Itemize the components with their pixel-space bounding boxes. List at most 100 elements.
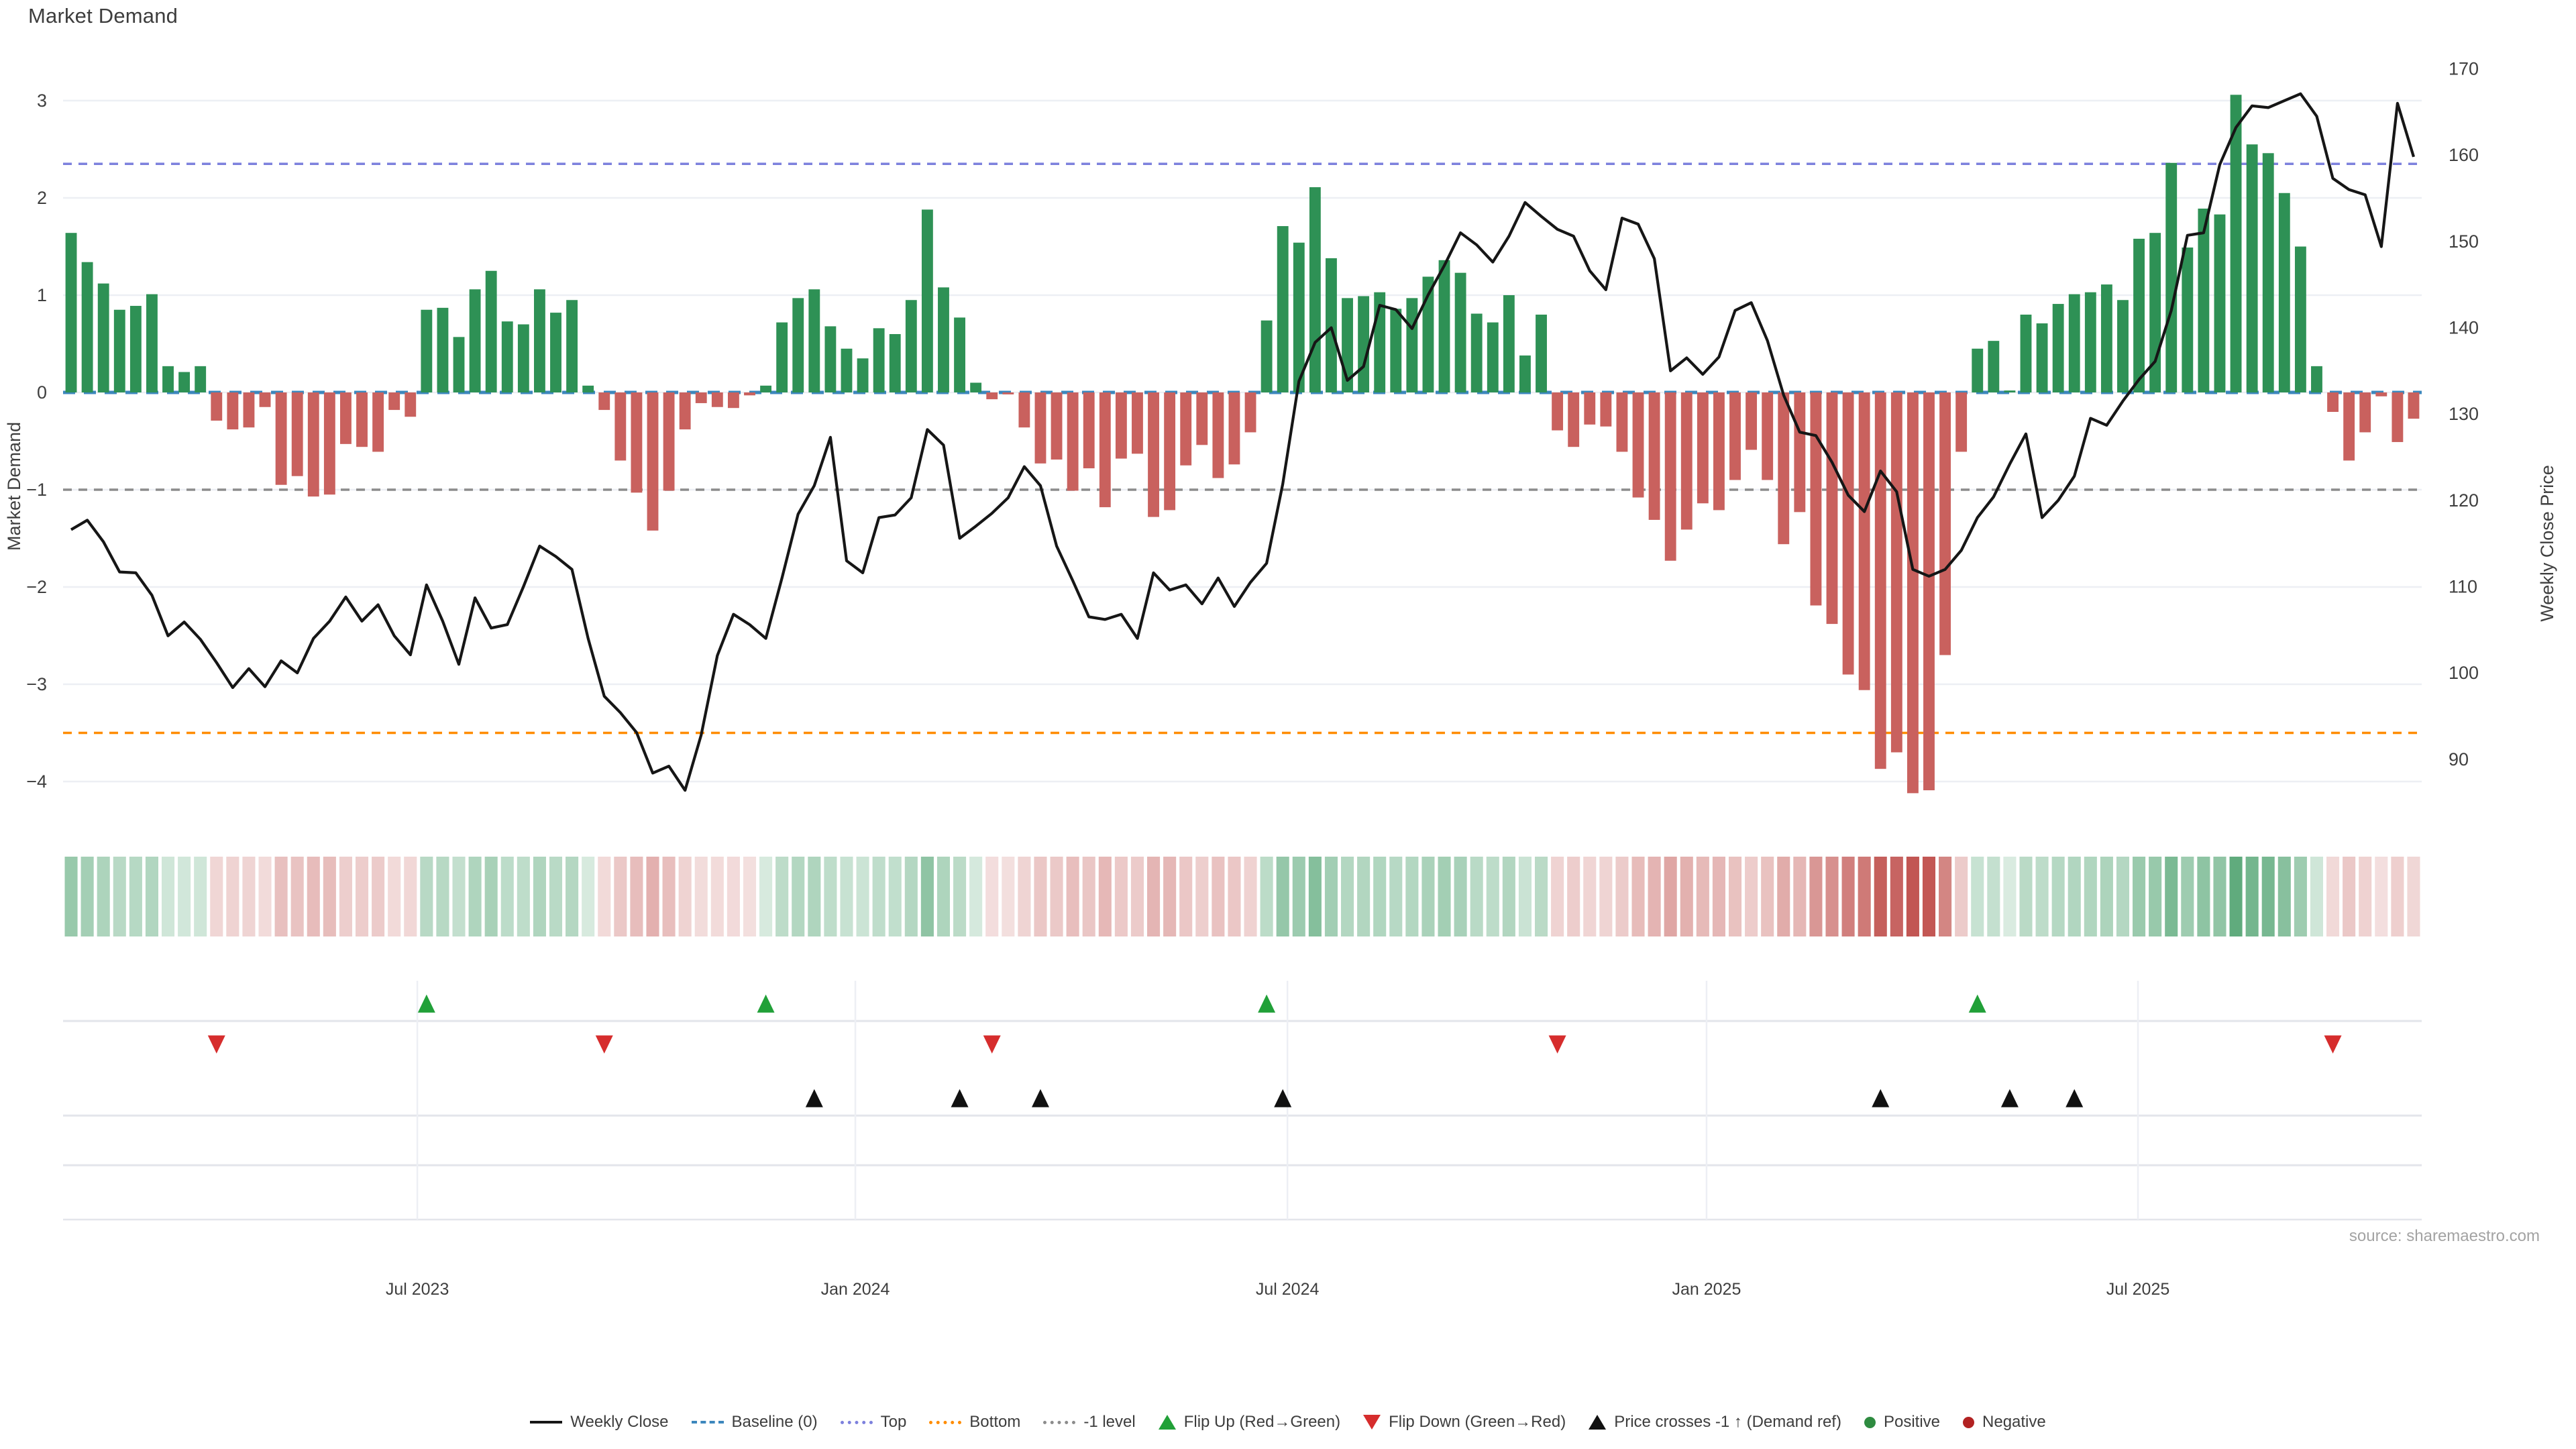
heatmap-cell[interactable] <box>1939 857 1952 936</box>
price-cross-marker[interactable] <box>805 1089 823 1108</box>
heatmap-cell[interactable] <box>2100 857 2113 936</box>
demand-bar[interactable] <box>1260 320 1273 392</box>
demand-bar[interactable] <box>1746 392 1758 450</box>
legend-item-flip-down-green-red[interactable]: Flip Down (Green→Red) <box>1363 1413 1566 1432</box>
heatmap-cell[interactable] <box>1470 857 1483 936</box>
heatmap-cell[interactable] <box>1809 857 1823 936</box>
demand-bar[interactable] <box>1939 392 1951 655</box>
heatmap-cell[interactable] <box>969 857 983 936</box>
heatmap-cell[interactable] <box>517 857 530 936</box>
heatmap-cell[interactable] <box>985 857 999 936</box>
heatmap-cell[interactable] <box>226 857 239 936</box>
demand-bar[interactable] <box>1099 392 1111 508</box>
heatmap-cell[interactable] <box>1599 857 1613 936</box>
demand-bar[interactable] <box>1778 392 1790 545</box>
heatmap-cell[interactable] <box>840 857 853 936</box>
demand-bar[interactable] <box>113 309 125 392</box>
demand-bar[interactable] <box>243 392 255 428</box>
heatmap-cell[interactable] <box>710 857 724 936</box>
heatmap-cell[interactable] <box>1631 857 1645 936</box>
demand-bar[interactable] <box>2262 153 2274 393</box>
heatmap-cell[interactable] <box>1260 857 1273 936</box>
demand-bar[interactable] <box>2068 294 2080 392</box>
heatmap-cell[interactable] <box>1696 857 1709 936</box>
heatmap-cell[interactable] <box>339 857 352 936</box>
heatmap-cell[interactable] <box>1050 857 1063 936</box>
heatmap-cell[interactable] <box>1114 857 1128 936</box>
heatmap-cell[interactable] <box>161 857 175 936</box>
demand-bar[interactable] <box>1713 392 1725 511</box>
heatmap-cell[interactable] <box>1761 857 1774 936</box>
demand-bar[interactable] <box>631 392 643 493</box>
heatmap-cell[interactable] <box>2375 857 2388 936</box>
heatmap-cell[interactable] <box>1389 857 1403 936</box>
demand-bar[interactable] <box>1132 392 1143 454</box>
heatmap-cell[interactable] <box>452 857 466 936</box>
heatmap-cell[interactable] <box>1518 857 1532 936</box>
legend-item-negative[interactable]: Negative <box>1963 1413 2046 1432</box>
heatmap-cell[interactable] <box>1179 857 1193 936</box>
heatmap-cell[interactable] <box>258 857 272 936</box>
demand-bar[interactable] <box>954 317 965 392</box>
heatmap-cell[interactable] <box>145 857 158 936</box>
heatmap-cell[interactable] <box>129 857 142 936</box>
demand-bar[interactable] <box>1584 392 1596 425</box>
demand-bar[interactable] <box>598 392 610 411</box>
demand-bar[interactable] <box>1454 272 1466 392</box>
demand-bar[interactable] <box>2359 392 2371 433</box>
demand-bar[interactable] <box>437 307 449 392</box>
heatmap-cell[interactable] <box>1793 857 1807 936</box>
heatmap-cell[interactable] <box>1082 857 1095 936</box>
demand-bar[interactable] <box>1616 392 1628 452</box>
demand-bar[interactable] <box>873 328 885 392</box>
heatmap-cell[interactable] <box>630 857 643 936</box>
demand-bar[interactable] <box>2020 315 2032 392</box>
demand-bar[interactable] <box>1293 242 1305 392</box>
heatmap-cell[interactable] <box>1292 857 1305 936</box>
heatmap-cell[interactable] <box>2084 857 2097 936</box>
demand-bar[interactable] <box>1228 392 1240 465</box>
flip-up-marker[interactable] <box>1968 994 1986 1013</box>
heatmap-cell[interactable] <box>178 857 191 936</box>
demand-bar[interactable] <box>550 313 561 392</box>
heatmap-cell[interactable] <box>1357 857 1371 936</box>
demand-bar[interactable] <box>2036 323 2048 392</box>
heatmap-cell[interactable] <box>1340 857 1354 936</box>
demand-bar[interactable] <box>323 392 335 495</box>
price-cross-marker[interactable] <box>1031 1089 1049 1108</box>
demand-bar[interactable] <box>1858 392 1870 690</box>
heatmap-cell[interactable] <box>436 857 449 936</box>
demand-bar[interactable] <box>146 294 158 392</box>
demand-bar[interactable] <box>679 392 691 430</box>
heatmap-cell[interactable] <box>323 857 336 936</box>
demand-bar[interactable] <box>1680 392 1693 530</box>
heatmap-cell[interactable] <box>1906 857 1919 936</box>
flip-up-marker[interactable] <box>757 994 775 1013</box>
demand-bar[interactable] <box>582 385 594 392</box>
demand-bar[interactable] <box>1810 392 1822 606</box>
demand-bar[interactable] <box>889 334 901 392</box>
demand-bar[interactable] <box>356 392 368 447</box>
demand-bar[interactable] <box>744 392 755 396</box>
heatmap-cell[interactable] <box>566 857 579 936</box>
demand-bar[interactable] <box>81 262 93 392</box>
demand-bar[interactable] <box>372 392 384 452</box>
demand-bar[interactable] <box>1180 392 1192 466</box>
heatmap-cell[interactable] <box>113 857 126 936</box>
heatmap-cell[interactable] <box>2181 857 2194 936</box>
heatmap-cell[interactable] <box>2035 857 2049 936</box>
flip-up-marker[interactable] <box>1258 994 1276 1013</box>
heatmap-cell[interactable] <box>2003 857 2017 936</box>
heatmap-cell[interactable] <box>2245 857 2259 936</box>
heatmap-cell[interactable] <box>1858 857 1871 936</box>
heatmap-cell[interactable] <box>533 857 546 936</box>
heatmap-cell[interactable] <box>404 857 417 936</box>
demand-bar[interactable] <box>1826 392 1838 625</box>
demand-bar[interactable] <box>1002 392 1014 394</box>
heatmap-cell[interactable] <box>775 857 789 936</box>
price-cross-marker[interactable] <box>951 1089 969 1108</box>
legend-item-price-crosses-1-demand-ref[interactable]: Price crosses -1 ↑ (Demand ref) <box>1589 1413 1841 1432</box>
demand-bar[interactable] <box>275 392 287 485</box>
heatmap-cell[interactable] <box>1534 857 1548 936</box>
heatmap-cell[interactable] <box>1922 857 1936 936</box>
